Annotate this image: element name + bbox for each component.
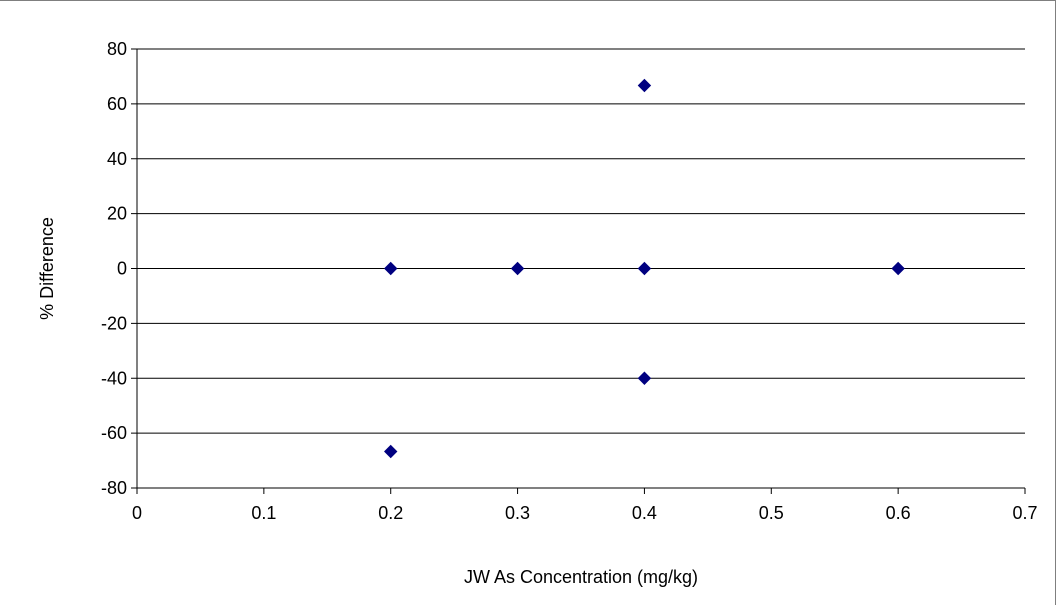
- y-tick-label: -20: [101, 313, 127, 333]
- tick-labels: -80 -60 -40 -20 0 20 40 60 80 0 0.1 0.2 0.3 0.4 0.5 0.6…: [101, 39, 1038, 523]
- data-point: [637, 371, 652, 385]
- x-tick-label: 0.6: [886, 503, 911, 523]
- data-points: [384, 78, 905, 459]
- y-axis-title: % Difference: [37, 217, 57, 320]
- data-point: [384, 444, 398, 459]
- y-tick-label: 80: [107, 39, 127, 59]
- data-point: [891, 261, 905, 276]
- x-tick-label: 0.7: [1012, 503, 1037, 523]
- y-tick-label: -80: [101, 478, 127, 498]
- y-tick-label: 40: [107, 149, 127, 169]
- y-tick-label: 20: [107, 204, 127, 224]
- x-tick-label: 0: [132, 503, 142, 523]
- y-tick-label: 0: [117, 259, 127, 279]
- gridlines: [137, 48, 1025, 434]
- data-point: [510, 261, 525, 276]
- x-tick-label: 0.5: [759, 503, 784, 523]
- x-tick-label: 0.1: [251, 503, 276, 523]
- x-axis-title: JW As Concentration (mg/kg): [464, 567, 698, 587]
- x-tick-label: 0.4: [632, 503, 657, 523]
- y-tick-label: 60: [107, 94, 127, 114]
- x-tick-label: 0.2: [378, 503, 403, 523]
- x-tick-label: 0.3: [505, 503, 530, 523]
- y-tick-label: -60: [101, 423, 127, 443]
- data-point: [384, 261, 398, 276]
- axes: [131, 48, 1026, 494]
- y-tick-label: -40: [101, 368, 127, 388]
- data-point: [637, 78, 652, 93]
- data-point: [637, 261, 652, 276]
